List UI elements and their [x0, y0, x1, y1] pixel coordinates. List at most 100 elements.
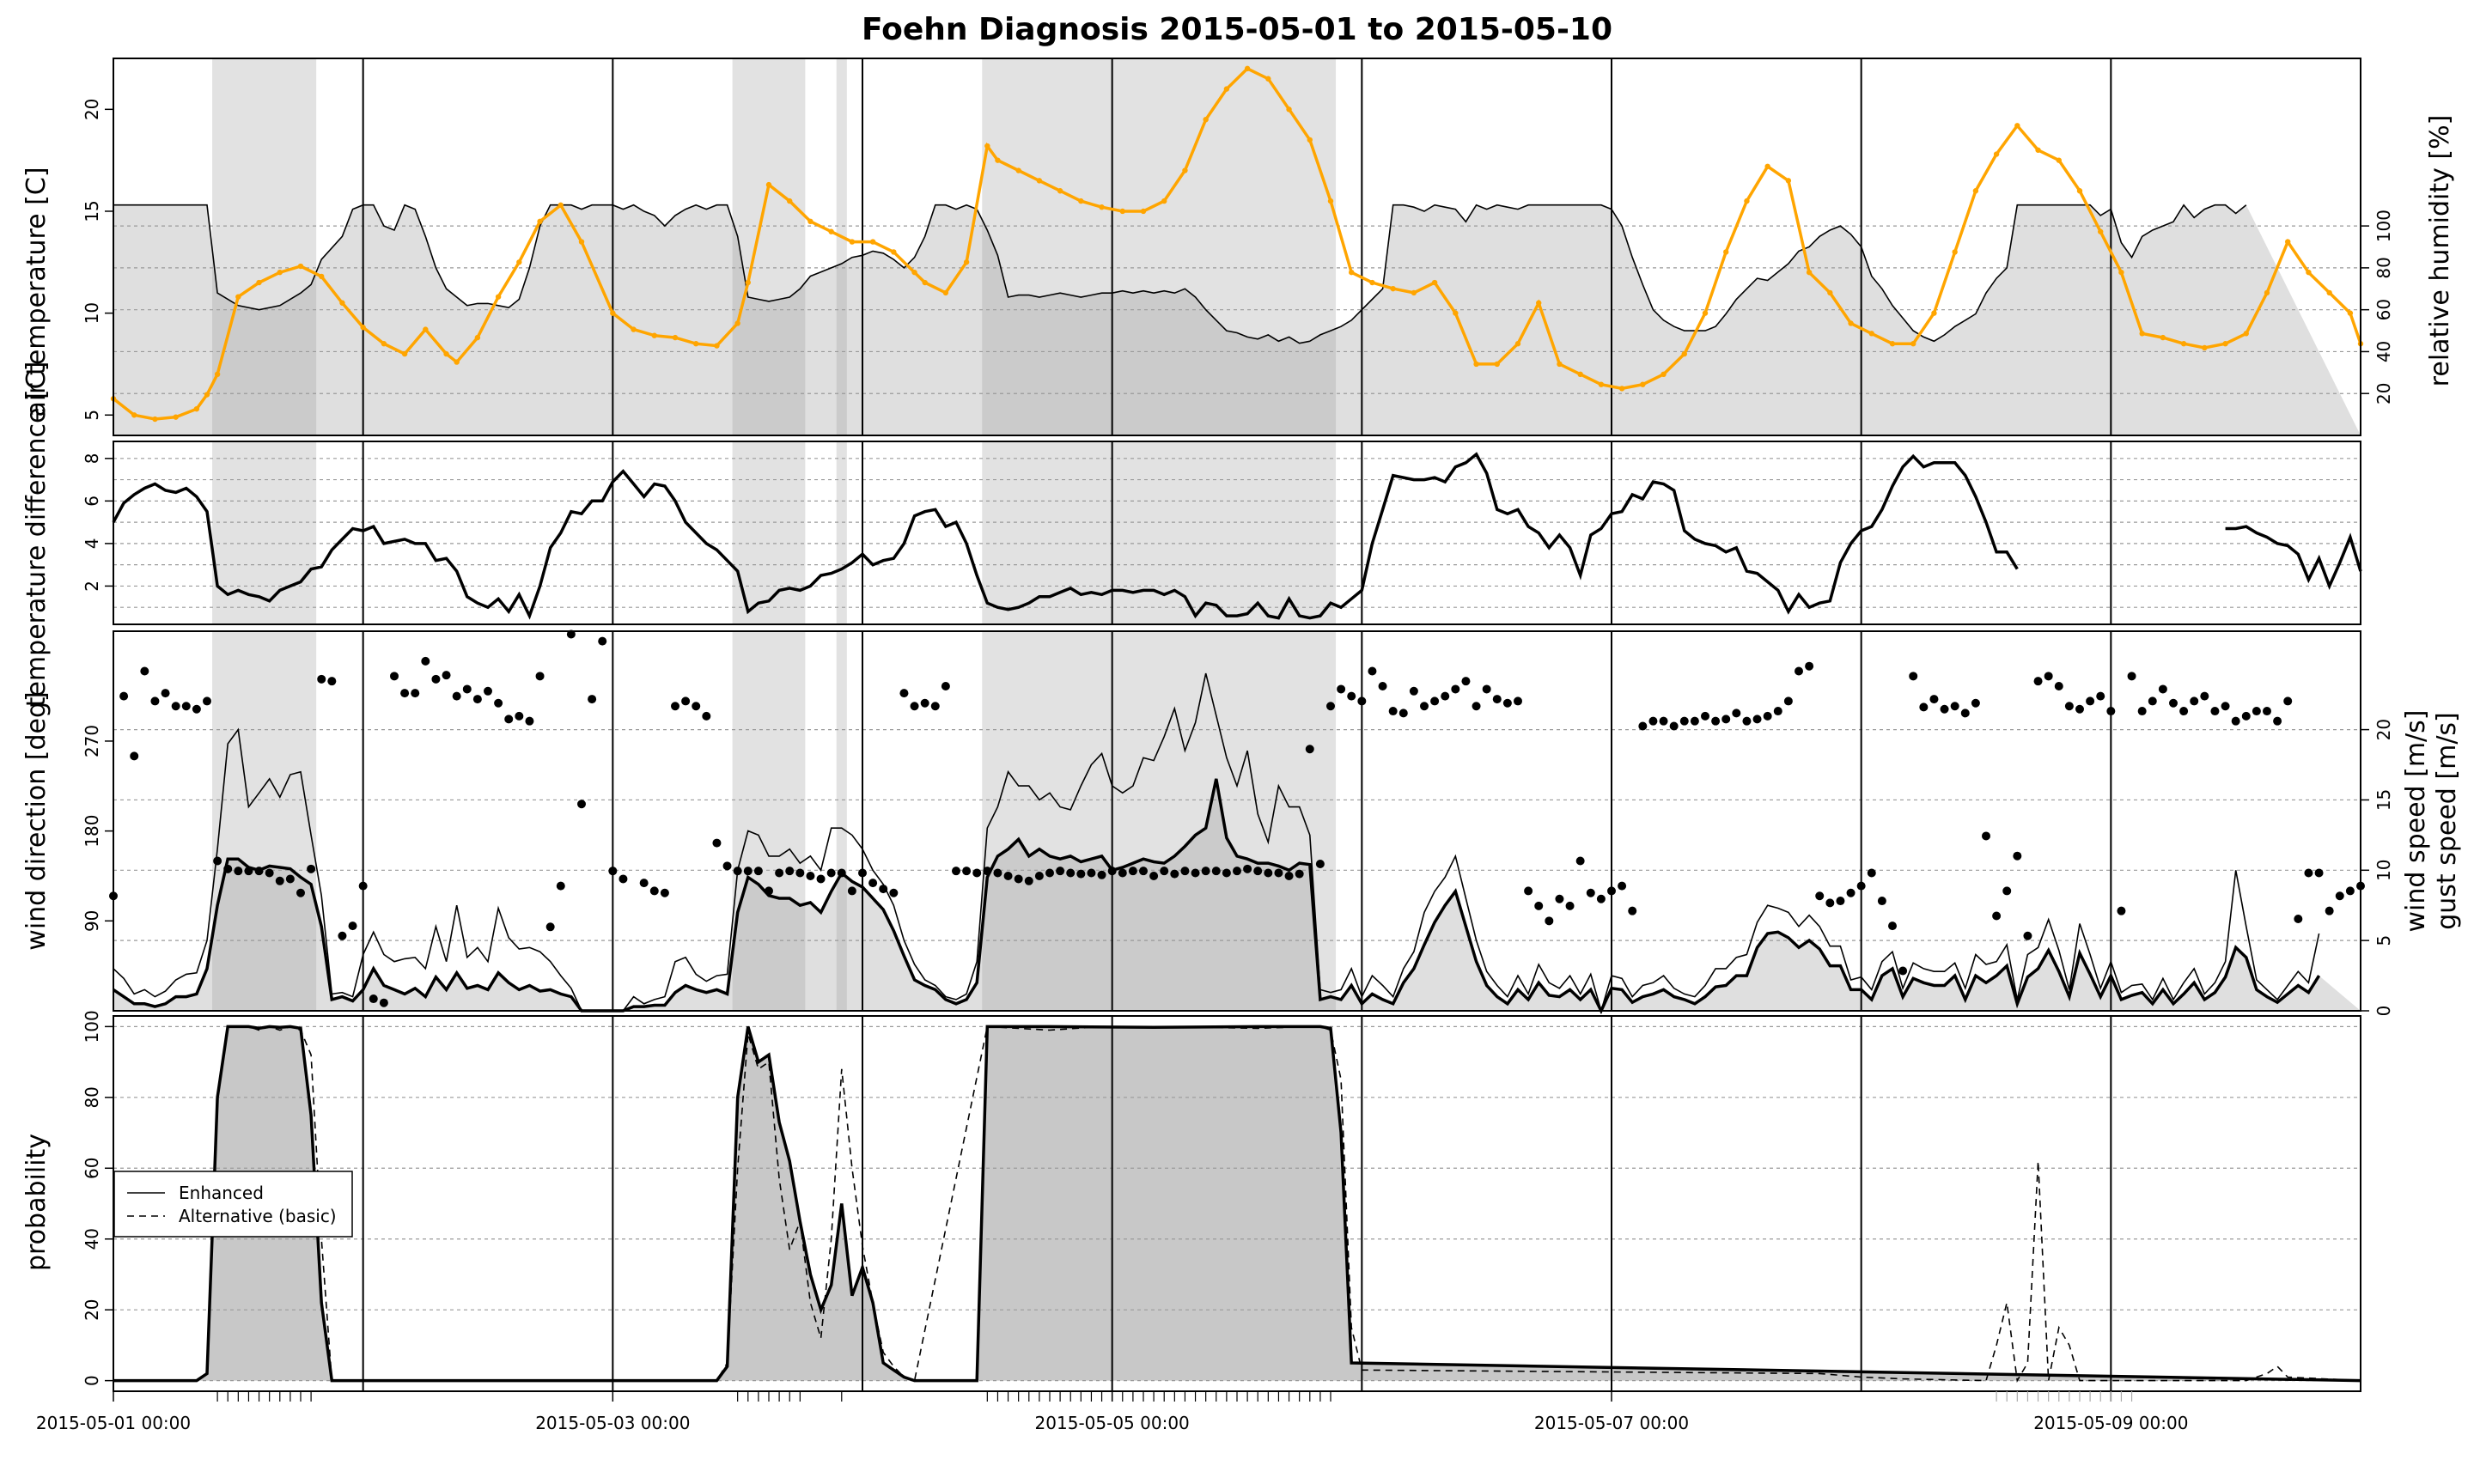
wind-direction-point — [369, 994, 378, 1004]
legend-alternative-label: Alternative (basic) — [179, 1206, 337, 1226]
probability-ylabel: probability — [21, 1134, 52, 1271]
wind-direction-point — [358, 881, 368, 891]
foehn-period-shade — [836, 441, 847, 624]
wind-direction-point — [2314, 868, 2324, 878]
wind-direction-point — [743, 867, 753, 876]
wind-direction-point — [660, 888, 669, 897]
temperature-point — [381, 341, 387, 347]
humidity-line — [113, 204, 2247, 344]
panel-frame — [113, 58, 2361, 436]
temperature-point — [1411, 289, 1417, 296]
wind-direction-point — [2190, 696, 2199, 706]
temperature-point — [849, 239, 856, 245]
foehn-period-shade — [732, 58, 806, 435]
temperature-point — [443, 350, 449, 357]
temperature-point — [2035, 147, 2041, 153]
wind-direction-point — [1274, 868, 1283, 878]
wind-direction-point — [2064, 702, 2074, 711]
wind-direction-point — [2054, 681, 2063, 690]
temperature-point — [1723, 249, 1729, 255]
wind-direction-point — [1929, 695, 1939, 704]
temperature-point — [297, 263, 304, 270]
wind-direction-point — [681, 696, 691, 706]
wind-direction-point — [535, 672, 545, 681]
wind-direction-point — [1076, 869, 1086, 879]
temperature-point — [2098, 228, 2104, 234]
wind-direction-point — [1502, 698, 1512, 708]
temperature-point — [1661, 371, 1667, 378]
wind-direction-point — [2169, 698, 2178, 708]
temperature-point — [1494, 361, 1500, 368]
wind-direction-point — [983, 867, 992, 876]
wind-direction-point — [1960, 709, 1970, 718]
y-tick-label: 5 — [82, 410, 102, 421]
wind-direction-point — [1357, 696, 1367, 706]
enhanced-probability-area — [113, 1026, 2361, 1381]
temperature-point — [339, 300, 345, 306]
wind-direction-point — [1337, 684, 1346, 694]
y-right-tick-label: 20 — [2373, 719, 2394, 740]
wind-direction-point — [1441, 691, 1450, 701]
wind-direction-point — [317, 674, 326, 684]
foehn-period-shade — [732, 631, 806, 1011]
wind-direction-point — [545, 922, 555, 932]
wind-direction-point — [203, 696, 211, 706]
temperature-point — [1161, 198, 1167, 204]
wind-direction-point — [952, 867, 960, 876]
temperature-point — [911, 269, 917, 276]
wind-direction-point — [265, 868, 274, 878]
wind-direction-point — [2096, 691, 2105, 701]
y-tick-label: 4 — [82, 538, 102, 550]
foehn-period-shade — [212, 441, 317, 624]
wind-direction-point — [1867, 868, 1876, 878]
wind-direction-point — [847, 886, 856, 896]
temperature-point — [1557, 361, 1563, 368]
temperature-point — [942, 289, 949, 296]
wind-direction-point — [1648, 716, 1658, 726]
temperature-point — [1952, 249, 1958, 255]
y-right-tick-label: 20 — [2373, 382, 2394, 404]
wind-direction-point — [1888, 921, 1897, 931]
wind-direction-point — [442, 671, 451, 680]
tempdiff-ylabel: temperature difference [C] — [21, 362, 52, 708]
wind-direction-point — [1233, 867, 1241, 876]
temperature-point — [454, 359, 460, 365]
wind-direction-point — [1295, 869, 1304, 879]
temperature-point — [173, 414, 179, 420]
wind-direction-point — [765, 886, 773, 896]
foehn-period-shade — [982, 58, 1337, 435]
x-axis: 2015-05-01 00:00 2015-05-03 00:00 2015-05-… — [36, 1391, 2188, 1433]
legend-enhanced-label: Enhanced — [179, 1183, 264, 1203]
wind-direction-point — [1118, 868, 1127, 878]
wind-direction-point — [879, 885, 888, 894]
wind-direction-point — [1409, 686, 1418, 696]
temperature-point — [558, 202, 564, 209]
y-tick-label: 80 — [82, 1086, 102, 1108]
temperature-point — [256, 279, 262, 286]
wind-direction-point — [1618, 881, 1627, 891]
wind-direction-point — [494, 698, 503, 708]
temperature-point — [2160, 334, 2166, 341]
y-tick-label: 20 — [82, 99, 102, 120]
wind-direction-point — [868, 879, 878, 888]
wind-direction-point — [1545, 916, 1554, 926]
temperature-point — [651, 332, 657, 338]
temperature-point — [631, 326, 637, 332]
panel-frame — [113, 441, 2361, 625]
wind-direction-point — [1690, 716, 1699, 726]
wind-direction-point — [1575, 856, 1585, 866]
wind-direction-point — [234, 867, 243, 876]
temperature-point — [963, 259, 970, 265]
temperature-point — [2285, 239, 2291, 245]
temperature-point — [204, 392, 210, 398]
wind-direction-point — [1284, 871, 1294, 880]
wind-direction-point — [920, 698, 929, 708]
wind-direction-point — [1856, 881, 1866, 891]
x-tick-label: 2015-05-03 00:00 — [535, 1413, 690, 1433]
wind-direction-point — [161, 689, 170, 698]
temperature-point — [1265, 76, 1271, 82]
wind-direction-point — [1378, 681, 1387, 690]
foehn-period-shade — [982, 441, 1337, 624]
wind-direction-point — [1534, 901, 1544, 910]
